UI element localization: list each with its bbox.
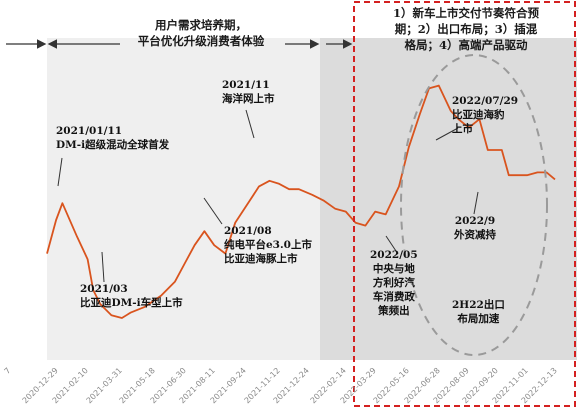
annotation-seal-launch: 2022/07/29 比亚迪海豹 上市 <box>452 95 519 135</box>
phase-label-middle: 用户需求培养期， 平台优化升级消费者体验 <box>137 18 265 48</box>
annotation-arrow <box>473 191 479 215</box>
phase-label-right: 1）新车上市交付节奏符合预 期；2）出口布局；3）插混 格局；4）高端产品驱动 <box>392 6 539 52</box>
annotation-export: 2H22出口 布局加速 <box>452 299 505 325</box>
phase-region-shade <box>47 38 320 360</box>
annotation-arrow <box>57 157 63 187</box>
annotation-arrow <box>385 235 399 255</box>
annotation-foreign-sell: 2022/9 外资减持 <box>454 215 496 241</box>
annotation-dmi-launch: 2021/01/11 DM-i超级混动全球首发 <box>56 125 170 151</box>
annotation-arrow <box>101 251 105 283</box>
phase-region-shade-dark <box>320 38 577 360</box>
export-ellipse <box>400 54 548 356</box>
annotation-arrow <box>203 197 223 225</box>
focus-dashed-box <box>353 1 576 407</box>
annotation-dmi-models: 2021/03 比亚迪DM-i车型上市 <box>80 283 183 309</box>
annotation-ocean-network: 2021/11 海洋网上市 <box>222 79 275 105</box>
annotation-arrow <box>245 109 255 139</box>
price-line <box>46 84 556 319</box>
annotation-e30-dolphin: 2021/08 纯电平台e3.0上市 比亚迪海豚上市 <box>224 225 312 265</box>
annotation-policy: 2022/05 中央与地 方利好汽 车消费政 策频出 <box>370 249 418 317</box>
annotation-arrow <box>435 127 459 141</box>
series-group <box>46 84 556 319</box>
